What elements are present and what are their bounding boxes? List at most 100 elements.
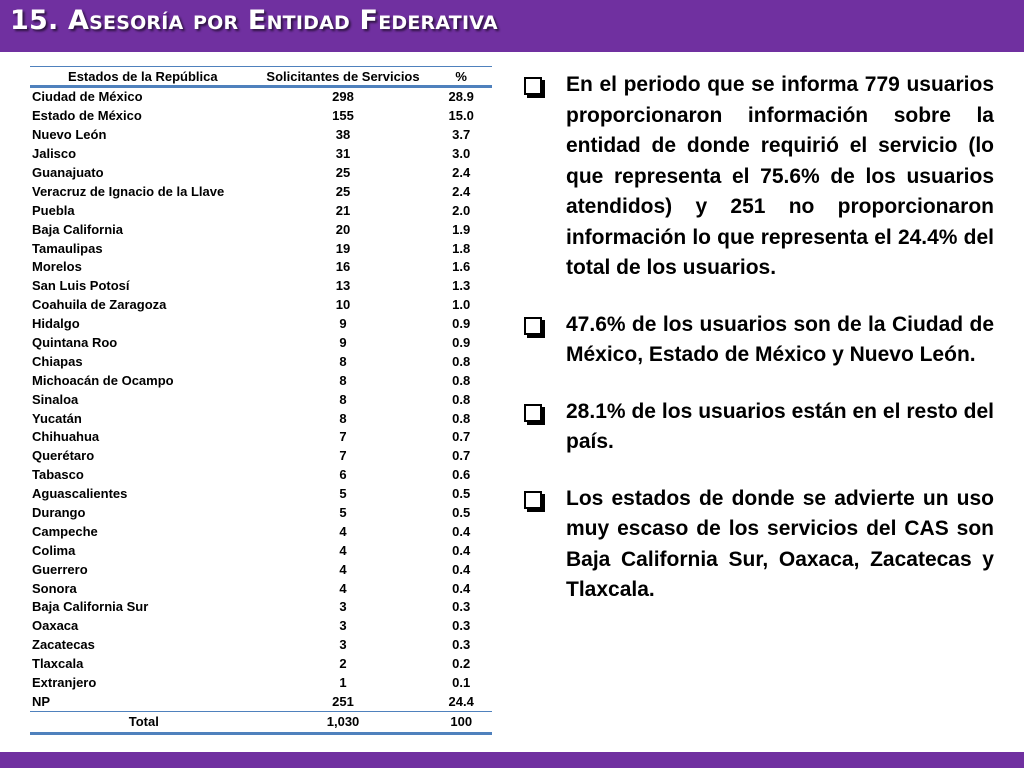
table-row: Puebla 21 2.0	[30, 201, 492, 220]
percent-cell: 0.8	[452, 391, 471, 407]
bullet-item: 47.6% de los usuarios son de la Ciudad d…	[524, 310, 994, 371]
table-row: Nuevo León 38 3.7	[30, 126, 492, 145]
state-name-cell: Guanajuato	[32, 165, 104, 180]
state-name-cell: Tlaxcala	[32, 656, 84, 672]
requesters-cell: 8	[339, 372, 347, 388]
state-name-cell: Yucatán	[32, 410, 82, 426]
state-name-cell: Sinaloa	[32, 391, 79, 407]
percent-cell: 0.8	[452, 353, 471, 369]
requesters-cell: 25	[335, 183, 351, 199]
bullet-text: En el periodo que se informa 779 usuario…	[566, 73, 994, 279]
state-name-cell: Veracruz de Ignacio de la Llave	[32, 183, 225, 199]
percent-cell: 0.2	[452, 656, 471, 672]
requesters-cell: 3	[339, 637, 347, 653]
table-row: Chiapas 8 0.8	[30, 352, 492, 371]
state-name-cell: Extranjero	[32, 675, 97, 691]
table-row: Morelos 16 1.6	[30, 258, 492, 277]
state-name-cell: Campeche	[32, 523, 98, 539]
table-total-row: Total 1,030 100	[30, 711, 492, 736]
state-name-cell: Chiapas	[32, 353, 83, 369]
requesters-cell: 4	[339, 542, 347, 558]
percent-cell: 1.0	[452, 297, 471, 313]
checkbox-bullet-icon	[524, 403, 542, 422]
total-label: Total	[30, 711, 256, 736]
state-name-cell: Tabasco	[32, 467, 84, 483]
percent-cell: 0.9	[452, 335, 471, 351]
table-row: Zacatecas 3 0.3	[30, 636, 492, 655]
bullet-text: 28.1% de los usuarios están en el resto …	[566, 399, 994, 454]
requesters-cell: 4	[339, 561, 347, 577]
table-row: Ciudad de México 298 28.9	[30, 87, 492, 107]
state-name-cell: Nuevo León	[32, 127, 107, 143]
state-name-cell: Aguascalientes	[32, 486, 128, 502]
bullet-item: Los estados de donde se advierte un uso …	[524, 484, 994, 606]
table-row: Sonora 4 0.4	[30, 579, 492, 598]
table-row: Extranjero 1 0.1	[30, 674, 492, 693]
state-name-cell: Querétaro	[32, 448, 95, 464]
percent-cell: 0.8	[452, 372, 471, 388]
requesters-cell: 6	[339, 467, 347, 483]
percent-cell: 2.4	[452, 165, 471, 180]
state-name-cell: Zacatecas	[32, 637, 95, 653]
requesters-cell: 20	[335, 221, 351, 237]
states-table: Estados de la República Solicitantes de …	[30, 66, 492, 736]
percent-cell: 1.9	[452, 221, 471, 237]
requesters-cell: 9	[339, 316, 347, 332]
requesters-cell: 5	[339, 486, 347, 502]
percent-cell: 0.3	[452, 599, 471, 615]
state-name-cell: Durango	[32, 505, 86, 521]
table-row: Aguascalientes 5 0.5	[30, 485, 492, 504]
requesters-cell: 8	[339, 391, 347, 407]
percent-cell: 3.7	[452, 127, 471, 143]
bullet-item: En el periodo que se informa 779 usuario…	[524, 70, 994, 284]
table-row: Quintana Roo 9 0.9	[30, 334, 492, 353]
requesters-cell: 38	[335, 127, 351, 143]
header-states: Estados de la República	[30, 66, 256, 88]
bullet-text: 47.6% de los usuarios son de la Ciudad d…	[566, 312, 994, 367]
state-name-cell: Baja California	[32, 221, 124, 237]
state-name-cell: Michoacán de Ocampo	[32, 372, 174, 388]
requesters-cell: 10	[335, 297, 351, 313]
state-name-cell: Puebla	[32, 202, 75, 218]
percent-cell: 2.0	[452, 202, 471, 218]
bullet-list: En el periodo que se informa 779 usuario…	[524, 70, 994, 632]
table-row: Chihuahua 7 0.7	[30, 428, 492, 447]
state-name-cell: Oaxaca	[32, 618, 79, 634]
table-row: Tlaxcala 2 0.2	[30, 655, 492, 674]
state-name-cell: Baja California Sur	[32, 599, 149, 615]
percent-cell: 1.8	[452, 240, 471, 256]
total-requesters: 1,030	[255, 711, 431, 736]
table-row: San Luis Potosí 13 1.3	[30, 277, 492, 296]
requesters-cell: 4	[339, 523, 347, 539]
requesters-cell: 19	[335, 240, 351, 256]
requesters-cell: 3	[339, 618, 347, 634]
table-row: Coahuila de Zaragoza 10 1.0	[30, 296, 492, 315]
requesters-cell: 13	[335, 278, 351, 294]
percent-cell: 0.4	[452, 523, 471, 539]
percent-cell: 1.6	[452, 259, 471, 275]
requesters-cell: 8	[339, 410, 347, 426]
table-row: Michoacán de Ocampo 8 0.8	[30, 371, 492, 390]
percent-cell: 0.7	[452, 448, 471, 464]
table-row: Veracruz de Ignacio de la Llave 25 2.4	[30, 182, 492, 201]
checkbox-bullet-icon	[524, 316, 542, 335]
state-name-cell: Jalisco	[32, 146, 77, 162]
table-row: NP 251 24.4	[30, 693, 492, 712]
state-name-cell: Chihuahua	[32, 429, 100, 445]
table-row: Querétaro 7 0.7	[30, 447, 492, 466]
table-body: Ciudad de México 298 28.9 Estado de México 1…	[30, 87, 492, 736]
percent-cell: 2.4	[452, 183, 471, 199]
requesters-cell: 7	[339, 448, 347, 464]
requesters-cell: 298	[332, 89, 354, 105]
requesters-cell: 5	[339, 505, 347, 521]
requesters-cell: 25	[335, 165, 351, 180]
percent-cell: 0.8	[452, 410, 471, 426]
requesters-cell: 9	[339, 335, 347, 351]
table-row: Guerrero 4 0.4	[30, 560, 492, 579]
percent-cell: 3.0	[452, 146, 471, 162]
requesters-cell: 7	[339, 429, 347, 445]
table-row: Baja California Sur 3 0.3	[30, 598, 492, 617]
table-row: Tabasco 6 0.6	[30, 466, 492, 485]
requesters-cell: 155	[332, 108, 354, 124]
requesters-cell: 21	[335, 202, 351, 218]
